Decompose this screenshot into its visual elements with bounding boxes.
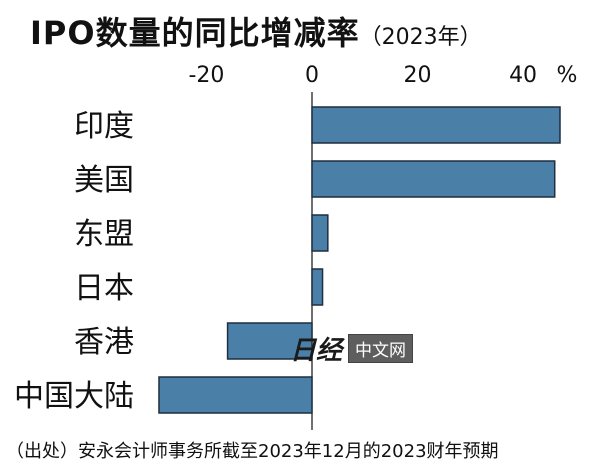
watermark-logo: 日经 (290, 336, 343, 366)
bar (311, 214, 329, 252)
x-tick-label: 0 (305, 63, 319, 88)
bar (311, 106, 561, 144)
bar (311, 268, 324, 306)
bar (158, 376, 313, 414)
category-label: 美国 (74, 163, 134, 198)
source-note: （出处）安永会计师事务所截至2023年12月的2023财年预期 (6, 441, 499, 462)
category-label: 印度 (74, 109, 134, 144)
x-tick-label: 40 (509, 63, 537, 88)
title-text: IPO数量的同比增减率 (30, 14, 360, 52)
category-label: 东盟 (74, 217, 134, 252)
category-label: 日本 (74, 271, 134, 306)
category-label: 中国大陆 (14, 379, 134, 414)
x-unit-label: % (557, 63, 578, 88)
x-tick-label: 20 (404, 63, 432, 88)
chart-title: IPO数量的同比增减率（2023年） (30, 8, 482, 54)
bar (226, 322, 313, 360)
category-label: 香港 (74, 325, 134, 360)
bar (311, 160, 556, 198)
x-tick-label: -20 (188, 63, 224, 88)
watermark-badge: 中文网 (348, 334, 414, 363)
watermark: 日经 中文网 (290, 330, 414, 367)
title-year: （2023年） (359, 25, 482, 50)
